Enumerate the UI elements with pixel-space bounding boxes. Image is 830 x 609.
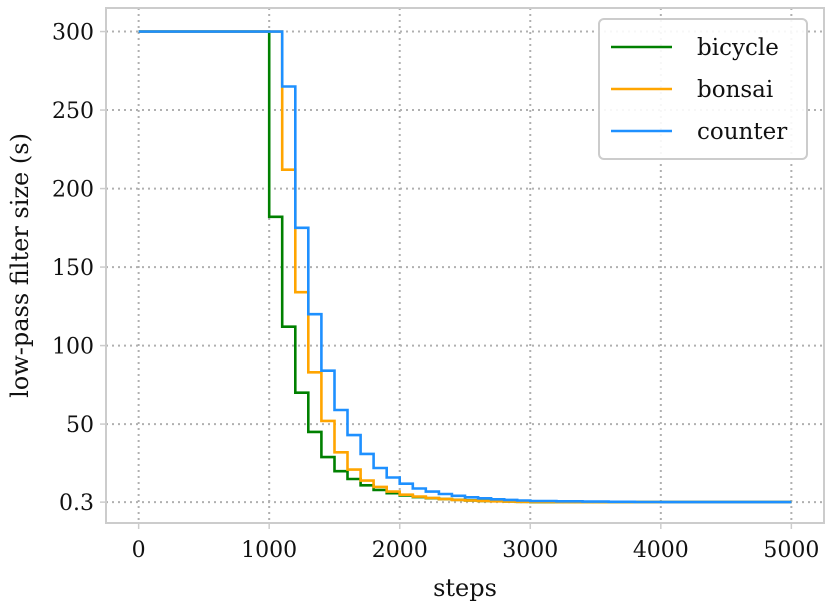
y-tick-label: 0.3 [59,491,94,516]
legend: bicycle bonsai counter [598,18,808,160]
x-tick-label: 2000 [372,538,428,563]
y-tick-label: 150 [52,256,94,281]
x-tick-label: 3000 [502,538,558,563]
x-tick-label: 1000 [241,538,297,563]
legend-label-bicycle: bicycle [697,35,779,61]
x-tick-label: 0 [132,538,146,563]
y-tick-label: 200 [52,178,94,203]
series-line-counter [138,30,792,504]
y-tick-label: 300 [52,21,94,46]
series-lines [138,30,792,504]
x-tick-label: 5000 [763,538,819,563]
x-axis-title: steps [433,574,497,602]
tick-labels: 0 1000 2000 3000 4000 5000 0.3 50 100 150 200 250 30… [52,21,819,563]
y-tick-label: 50 [66,413,94,438]
legend-label-bonsai: bonsai [697,77,773,103]
y-tick-label: 100 [52,335,94,360]
series-line-bonsai [138,30,792,504]
y-axis-title: low-pass filter size (s) [6,133,34,398]
x-tick-label: 4000 [633,538,689,563]
legend-box [598,18,808,160]
y-tick-label: 250 [52,99,94,124]
plot-frame [105,7,825,524]
legend-label-counter: counter [697,119,787,145]
